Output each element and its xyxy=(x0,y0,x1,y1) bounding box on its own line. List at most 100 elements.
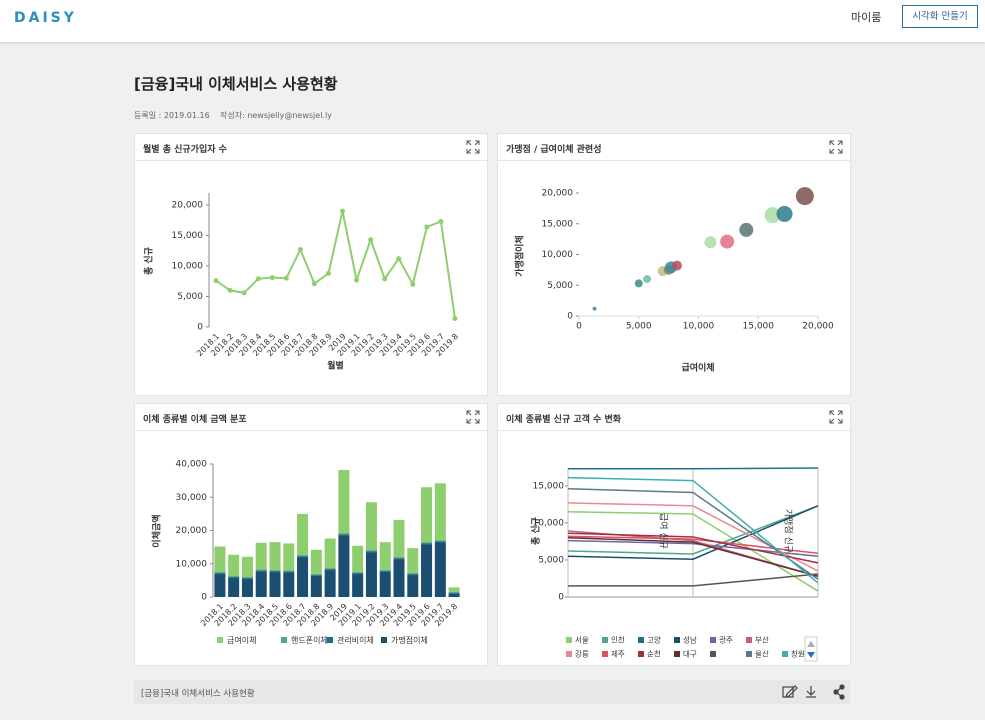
bar-segment xyxy=(352,574,364,597)
y-tick-label: 10,000 xyxy=(542,250,574,260)
edit-icon[interactable] xyxy=(782,685,798,698)
bar-segment xyxy=(407,548,419,574)
bar-segment xyxy=(255,569,267,571)
point xyxy=(213,278,219,284)
legend-label: 부산 xyxy=(755,635,769,645)
panel: 이체 종류별 신규 고객 수 변화 0 5,000 10,000 15,000 총 신규 급… xyxy=(497,403,851,666)
expand-icon xyxy=(829,410,843,424)
legend-label: 창원 xyxy=(791,650,805,659)
series-line xyxy=(567,536,819,577)
create-button[interactable]: 시각화 만들기 xyxy=(902,5,978,28)
share-icon[interactable] xyxy=(833,684,845,700)
expand-button[interactable] xyxy=(829,140,844,155)
bar-segment xyxy=(255,542,267,570)
dimension-label: 총 신규 xyxy=(530,517,542,545)
legend-label: 가맹점이체 xyxy=(391,635,428,645)
bar-segment xyxy=(283,571,295,573)
point xyxy=(297,247,303,253)
legend-swatch xyxy=(746,637,752,643)
x-tick-label: 10,000 xyxy=(683,322,715,332)
legend-swatch xyxy=(602,637,608,643)
bar-segment xyxy=(324,570,336,597)
bar-segment xyxy=(338,533,350,535)
bar-segment xyxy=(269,542,281,571)
separator xyxy=(498,430,850,431)
y-axis-label: 가맹점이체 xyxy=(514,235,526,276)
bar-segment xyxy=(448,587,460,592)
panel-title: 월별 총 신규가입자 수 xyxy=(143,145,227,155)
series-line xyxy=(568,467,819,470)
bar-segment xyxy=(324,568,336,570)
x-tick-label: 20,000 xyxy=(802,322,834,332)
header: DAISY 마이룸 시각화 만들기 xyxy=(0,0,985,42)
legend-swatch xyxy=(674,637,680,643)
bar-segment xyxy=(421,543,433,545)
chart: 05,00010,00015,00020,0002018.12018.22018… xyxy=(143,192,460,372)
scroll-down xyxy=(807,652,815,658)
bubble xyxy=(643,275,652,284)
bar-segment xyxy=(241,578,253,580)
point xyxy=(368,237,374,243)
panel-title: 가맹점 / 급여이체 관련성 xyxy=(506,145,602,155)
y-axis-label: 총 신규 xyxy=(143,247,155,275)
y-tick-label: 0 xyxy=(558,593,564,603)
legend-swatch xyxy=(327,637,333,643)
legend-label: 핸드폰이체 xyxy=(291,635,328,645)
expand-button[interactable] xyxy=(466,410,481,425)
legend-swatch xyxy=(281,637,287,643)
panel-title: 이체 종류별 이체 금액 분포 xyxy=(143,415,247,425)
point xyxy=(269,275,275,281)
bar-segment xyxy=(310,574,322,576)
expand-button[interactable] xyxy=(829,410,844,425)
bubble xyxy=(720,234,735,249)
y-tick-label: 20,000 xyxy=(176,526,208,536)
my-room-link[interactable]: 마이룸 xyxy=(851,11,882,24)
legend-scroll[interactable] xyxy=(804,636,818,662)
bar-segment xyxy=(434,541,446,543)
legend-swatch xyxy=(782,651,788,657)
chart: 0 5,000 10,000 15,000 20,000 0 5,000 10,000 15,0… xyxy=(514,187,834,374)
bar-segment xyxy=(365,551,377,553)
legend-swatch xyxy=(674,651,680,657)
point xyxy=(241,290,247,296)
bar-segment xyxy=(365,550,377,552)
legend-label: 인천 xyxy=(611,635,625,645)
y-tick-label: 15,000 xyxy=(172,231,204,241)
legend-swatch xyxy=(217,637,223,643)
x-axis-label: 급여이체 xyxy=(681,362,714,374)
legend-label: 성남 xyxy=(683,636,697,645)
logo[interactable]: DAISY xyxy=(14,10,77,26)
bar-segment xyxy=(352,545,364,573)
bar-segment xyxy=(297,557,309,597)
point xyxy=(311,281,317,287)
y-tick-label: 0 xyxy=(567,312,573,322)
bar-segment xyxy=(434,483,446,541)
bar-segment xyxy=(434,540,446,542)
bar-segment xyxy=(338,534,350,536)
bar-segment xyxy=(228,576,240,578)
bubble xyxy=(776,205,793,222)
bar-segment xyxy=(269,571,281,573)
y-tick-label: 0 xyxy=(197,323,203,333)
expand-button[interactable] xyxy=(466,140,481,155)
bar-segment xyxy=(228,577,240,579)
legend-swatch xyxy=(638,651,644,657)
bubble xyxy=(704,236,717,249)
legend-swatch xyxy=(566,637,572,643)
bubble xyxy=(739,222,754,237)
point xyxy=(255,276,261,282)
legend-swatch xyxy=(602,651,608,657)
x-tick-label: 15,000 xyxy=(743,322,775,332)
bubble xyxy=(764,207,781,224)
author: 작성자: newsjelly@newsjel.ly xyxy=(220,111,332,120)
bar-segment xyxy=(297,556,309,558)
legend-label: 급여이체 xyxy=(227,635,256,645)
series-line xyxy=(567,505,819,560)
page-title: [금융]국내 이체서비스 사용현황 xyxy=(134,75,338,93)
panel: 가맹점 / 급여이체 관련성 0 5,000 10,000 15,000 20,000 0 5… xyxy=(497,133,851,396)
download-icon[interactable] xyxy=(806,686,816,698)
bar-segment xyxy=(448,591,460,593)
point xyxy=(452,315,458,321)
bar-segment xyxy=(379,569,391,571)
